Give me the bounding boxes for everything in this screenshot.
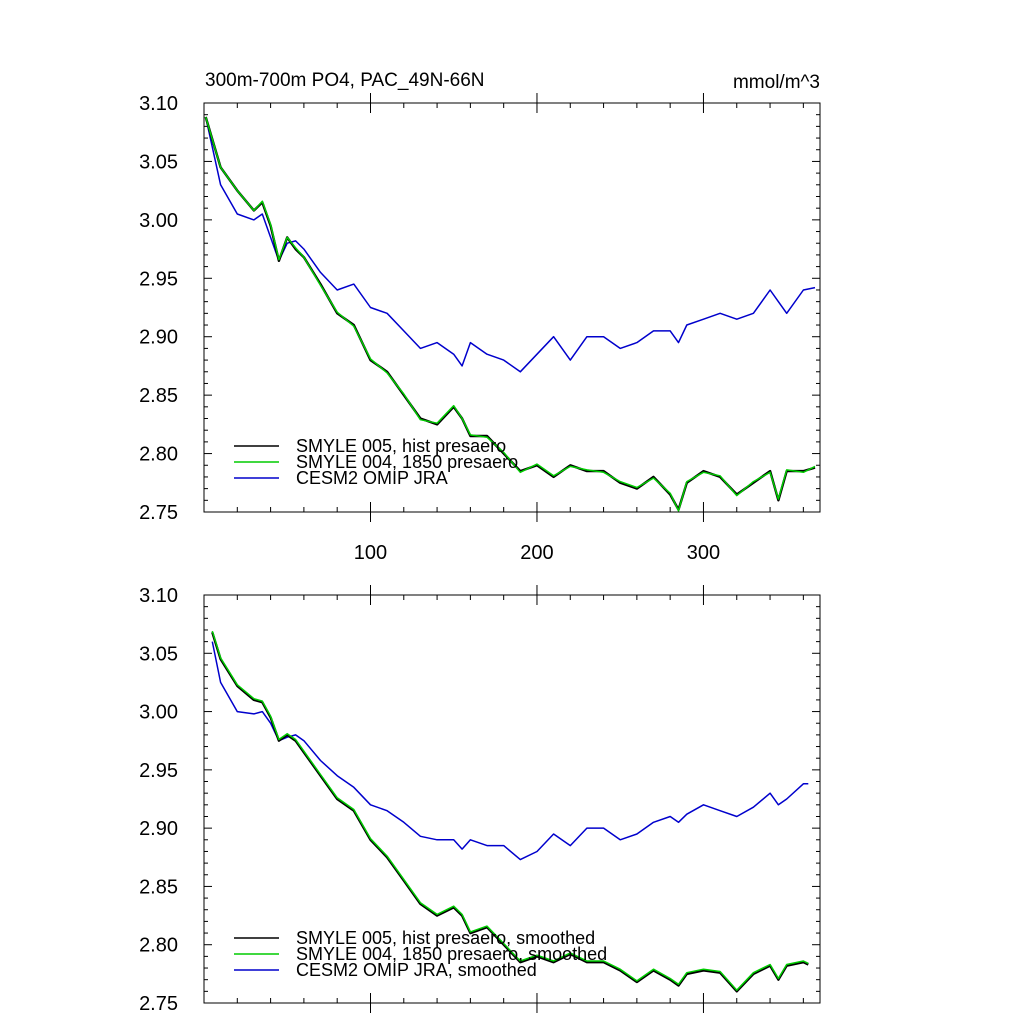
y-tick-label: 2.80 [139, 444, 178, 466]
legend-entry-1: SMYLE 005, hist presaero [296, 436, 506, 456]
y-tick-label: 2.95 [139, 760, 178, 782]
y-tick-label: 2.90 [139, 818, 178, 840]
series-line-3 [204, 116, 816, 373]
legend-entry-3: CESM2 OMIP JRA [296, 468, 448, 488]
y-tick-label: 2.85 [139, 385, 178, 407]
plot-frame [203, 594, 821, 1004]
y-tick-label: 3.05 [139, 643, 178, 665]
chart-title: 300m-700m PO4, PAC_49N-66N [205, 70, 485, 91]
y-tick-label: 3.00 [139, 702, 178, 724]
y-tick-label: 3.05 [139, 151, 178, 173]
x-tick-label: 300 [687, 542, 720, 564]
legend-entry-1: SMYLE 005, hist presaero, smoothed [296, 928, 595, 948]
bottom-panel: 3.10 3.05 3.00 2.95 2.90 2.85 2.80 2.75 SMYLE 00… [139, 585, 821, 1015]
x-tick-label: 100 [354, 542, 387, 564]
legend-entry-2: SMYLE 004, 1850 presaero [296, 452, 518, 472]
y-tick-label: 2.75 [139, 502, 178, 524]
series-line-2 [204, 116, 816, 512]
y-tick-label: 2.85 [139, 876, 178, 898]
y-tick-label: 3.00 [139, 210, 178, 232]
plot-frame [203, 102, 821, 513]
y-tick-label: 3.10 [139, 585, 178, 607]
chart-units: mmol/m^3 [733, 72, 820, 93]
series-line-1 [211, 631, 809, 993]
y-tick-label: 3.10 [139, 93, 178, 115]
y-tick-label: 2.90 [139, 327, 178, 349]
top-panel: 3.10 3.05 3.00 2.95 2.90 2.85 2.80 2.75 100 200 30… [139, 93, 821, 564]
legend-entry-2: SMYLE 004, 1850 presaero, smoothed [296, 944, 607, 964]
series-line-2 [211, 630, 809, 991]
y-tick-label: 2.95 [139, 268, 178, 290]
y-tick-label: 2.80 [139, 935, 178, 957]
x-tick-label: 200 [520, 542, 553, 564]
y-tick-label: 2.75 [139, 993, 178, 1015]
legend-entry-3: CESM2 OMIP JRA, smoothed [296, 960, 537, 980]
